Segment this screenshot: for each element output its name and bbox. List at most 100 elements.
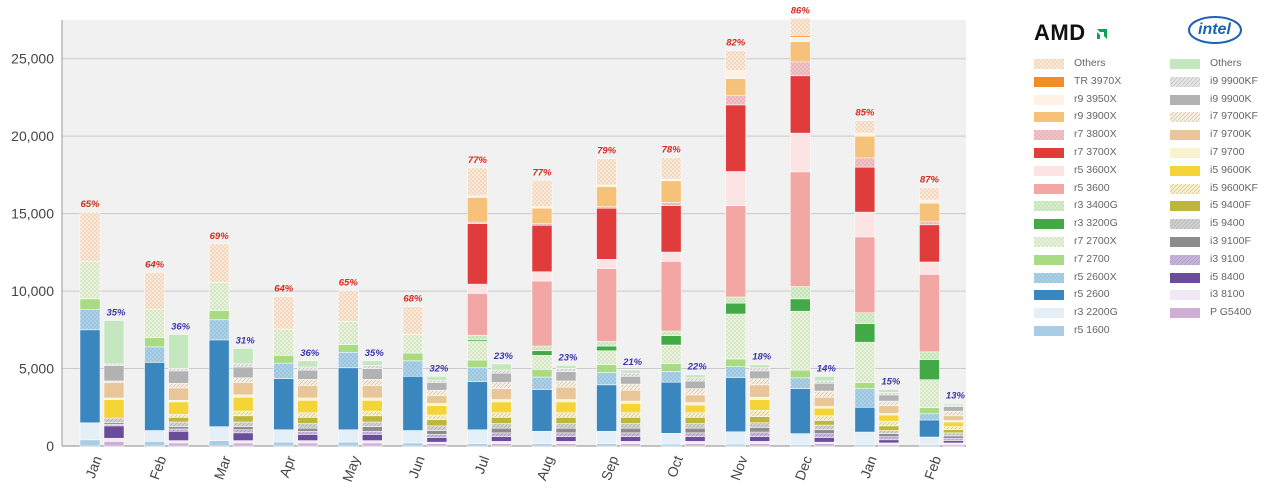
legend-swatch bbox=[1034, 272, 1064, 283]
bar-segment-intel-i5-9600kf bbox=[684, 412, 706, 418]
bar-segment-intel-i5-9600kf bbox=[620, 412, 641, 418]
bar-segment-amd-r7-3700x bbox=[919, 224, 940, 263]
bar-segment-intel-others bbox=[232, 348, 254, 365]
legend-swatch-fill bbox=[1170, 254, 1200, 265]
bar-segment-intel-others bbox=[749, 364, 771, 369]
bar-segment-intel-i5-9400f bbox=[232, 415, 254, 423]
bar-segment-intel-i7-9700 bbox=[297, 397, 319, 401]
legend-label: r5 2600 bbox=[1074, 288, 1110, 301]
bar-segment-intel-others bbox=[168, 334, 189, 369]
bar-segment-amd-r5-2600 bbox=[531, 389, 553, 432]
bar-segment-intel-i5-9600k bbox=[361, 400, 383, 412]
bar-segment-amd-r5-3600 bbox=[531, 280, 553, 347]
amd-percent-label: 86% bbox=[791, 5, 811, 16]
x-tick-label: Jan bbox=[82, 454, 105, 481]
legend-swatch bbox=[1034, 325, 1064, 336]
bar-segment-intel-i9-9900k bbox=[232, 366, 254, 379]
bar-segment-intel-p-g5400 bbox=[684, 443, 706, 447]
amd-logo: AMD bbox=[1034, 20, 1109, 46]
legend-swatch-fill bbox=[1170, 147, 1200, 158]
bar-segment-amd-r9-3900x bbox=[725, 78, 747, 96]
legend-swatch bbox=[1034, 290, 1064, 301]
amd-percent-label: 79% bbox=[597, 146, 617, 157]
bar-segment-amd-others bbox=[854, 120, 876, 134]
bar-segment-amd-others bbox=[208, 243, 230, 283]
bar-segment-intel-i5-8400 bbox=[749, 436, 771, 442]
bar-segment-amd-others bbox=[79, 211, 101, 262]
legend-label: i7 9700KF bbox=[1210, 110, 1258, 123]
bar-segment-amd-r7-2700 bbox=[531, 369, 553, 378]
bar-segment-intel-p-g5400 bbox=[749, 443, 771, 447]
bar-segment-amd-r3-3200g bbox=[596, 345, 617, 352]
bar-segment-intel-others bbox=[620, 369, 641, 374]
legend-label: r5 3600X bbox=[1074, 163, 1117, 176]
bar-segment-intel-i5-9600kf bbox=[491, 412, 512, 418]
bar-segment-intel-i9-9900kf bbox=[620, 372, 641, 377]
bar-segment-amd-r3-3400g bbox=[789, 286, 811, 300]
bar-segment-amd-r7-2700x bbox=[467, 341, 488, 361]
legend-swatch bbox=[1034, 308, 1064, 319]
legend-label: i5 8400 bbox=[1210, 270, 1245, 283]
bar-segment-intel-i7-9700k bbox=[555, 386, 577, 400]
legend-swatch-fill bbox=[1034, 272, 1064, 283]
bar-segment-amd-r5-1600 bbox=[531, 443, 553, 447]
bar-segment-intel-i9-9900kf bbox=[297, 366, 319, 371]
bar-segment-amd-r7-3700x bbox=[596, 207, 617, 260]
legend-swatch bbox=[1034, 112, 1064, 123]
bar-segment-intel-i9-9900k bbox=[361, 368, 383, 380]
bar-segment-amd-r7-2700 bbox=[402, 352, 424, 362]
bar-segment-amd-r5-2600 bbox=[854, 406, 876, 433]
legend-label: i7 9700 bbox=[1210, 145, 1245, 158]
legend-label: i9 9900KF bbox=[1210, 74, 1258, 87]
bar-segment-amd-r3-2200g bbox=[854, 431, 876, 445]
bar-segment-intel-i5-8400 bbox=[491, 436, 512, 442]
bar-segment-intel-i5-9400f bbox=[297, 417, 319, 424]
bar-segment-intel-i5-9400f bbox=[813, 420, 835, 426]
bar-segment-intel-i5-9600k bbox=[943, 421, 964, 427]
bar-segment-intel-i3-9100f bbox=[168, 426, 189, 430]
legend-label: r7 3700X bbox=[1074, 145, 1117, 158]
legend-swatch-fill bbox=[1034, 290, 1064, 301]
bar-segment-intel-i5-8400 bbox=[361, 434, 383, 441]
bar-segment-intel-i5-9600k bbox=[103, 399, 125, 419]
bar-segment-amd-r5-1600 bbox=[79, 439, 101, 447]
bar-segment-intel-i3-9100 bbox=[361, 430, 383, 435]
bar-segment-intel-i3-9100f bbox=[813, 429, 835, 434]
bar-segment-intel-i5-8400 bbox=[620, 436, 641, 442]
bar-segment-amd-r5-3600 bbox=[789, 171, 811, 287]
bar-segment-intel-i3-9100 bbox=[684, 432, 706, 438]
bar-segment-amd-r7-2700x bbox=[789, 310, 811, 371]
legend-swatch-fill bbox=[1034, 201, 1064, 212]
amd-percent-label: 82% bbox=[726, 38, 746, 49]
legend-label: r7 3800X bbox=[1074, 128, 1117, 141]
legend-swatch-fill bbox=[1034, 325, 1064, 336]
bar-segment-intel-i7-9700kf bbox=[297, 379, 319, 386]
bar-segment-amd-r3-3400g bbox=[660, 330, 682, 337]
bar-segment-intel-i5-9400 bbox=[168, 421, 189, 427]
bar-segment-amd-r9-3950x bbox=[789, 36, 811, 42]
bar-segment-amd-r7-3800x bbox=[854, 157, 876, 168]
legend-swatch bbox=[1034, 94, 1064, 105]
legend-swatch-fill bbox=[1034, 130, 1064, 141]
x-tick-label: Feb bbox=[146, 453, 169, 481]
bar-segment-intel-i5-9400 bbox=[555, 423, 577, 429]
legend-label: i5 9400F bbox=[1210, 199, 1251, 212]
legend-swatch-fill bbox=[1034, 183, 1064, 194]
legend-swatch bbox=[1170, 130, 1200, 141]
bar-segment-intel-i7-9700k bbox=[943, 415, 964, 421]
bar-segment-amd-r7-2700x bbox=[596, 350, 617, 365]
bar-segment-amd-r5-2600 bbox=[660, 381, 682, 434]
bar-segment-amd-r7-2700 bbox=[789, 369, 811, 379]
bar-segment-amd-r7-2700 bbox=[467, 359, 488, 369]
bar-segment-intel-i5-9400 bbox=[426, 425, 448, 431]
bar-segment-amd-r3-2200g bbox=[596, 430, 617, 444]
bar-segment-intel-i5-8400 bbox=[426, 437, 448, 443]
bar-segment-intel-i7-9700k bbox=[361, 385, 383, 399]
bar-segment-amd-r3-3400g bbox=[467, 334, 488, 341]
bar-segment-amd-others bbox=[596, 158, 617, 186]
legend-swatch bbox=[1170, 59, 1200, 69]
amd-percent-label: 69% bbox=[210, 231, 230, 242]
bar-segment-intel-i5-8400 bbox=[813, 437, 835, 443]
bar-segment-amd-r7-3700x bbox=[467, 223, 488, 285]
bar-segment-intel-i5-9600k bbox=[491, 401, 512, 413]
